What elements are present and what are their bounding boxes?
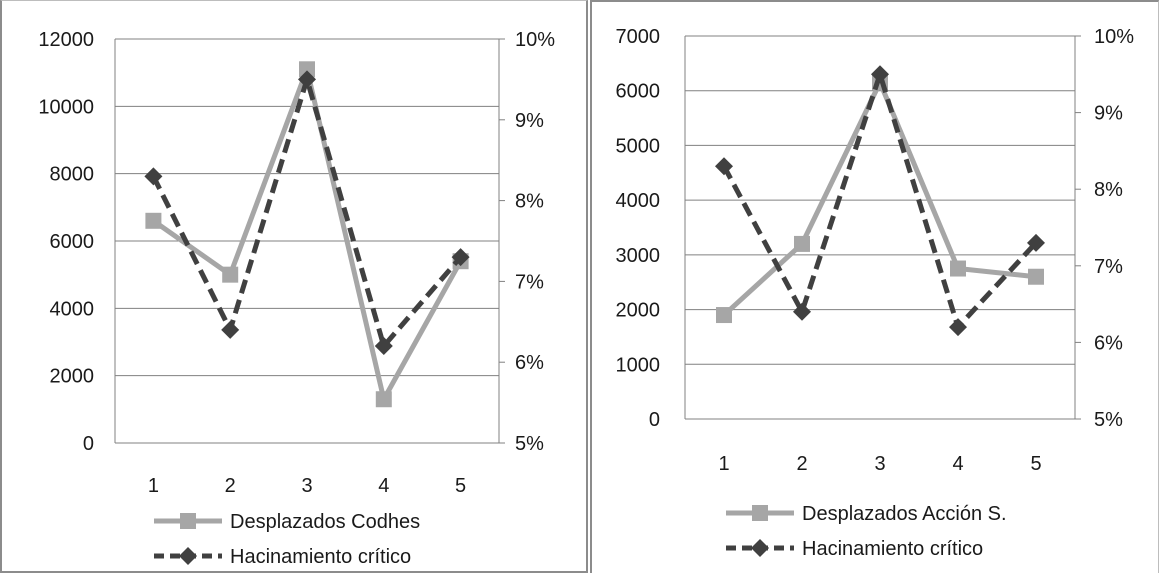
x-category-label: 5: [1030, 453, 1041, 475]
chart-accion-social: 0 1000 2000 3000 4000 5000 6000 7000 5% 6% 7% 8% 9% 1…: [616, 26, 1135, 560]
y-right-tick-label: 6%: [515, 352, 544, 374]
legend-swatch-marker: [179, 547, 197, 565]
series-line-desplazados: [151, 66, 463, 402]
y-right-tick-label: 10%: [1094, 26, 1134, 48]
data-point-hacinamiento: [793, 302, 811, 321]
data-point-hacinamiento: [374, 337, 393, 356]
y-left-tick-label: 5000: [616, 135, 661, 157]
y-left-tick-label: 6000: [616, 81, 661, 103]
legend-label: Desplazados Acción S.: [802, 503, 1007, 525]
x-category-label: 4: [378, 475, 389, 497]
y-right-tick-label: 7%: [1094, 256, 1123, 278]
y-left-tick-label: 7000: [616, 26, 661, 48]
data-point-desplazados: [950, 260, 966, 277]
y-left-tick-label: 6000: [50, 231, 95, 253]
data-point-desplazados: [1028, 268, 1044, 285]
y-left-tick-label: 2000: [50, 366, 95, 388]
x-category-label: 2: [225, 475, 236, 497]
chart-panel-accion-social: 0 1000 2000 3000 4000 5000 6000 7000 5% 6% 7% 8% 9% 1…: [590, 0, 1159, 573]
legend-swatch-marker: [180, 513, 196, 529]
y-right-tick-label: 6%: [1094, 332, 1123, 354]
y-left-tick-label: 4000: [50, 298, 95, 320]
y-left-tick-label: 3000: [616, 245, 661, 267]
data-point-hacinamiento: [871, 65, 889, 84]
data-point-hacinamiento: [298, 70, 316, 89]
y-left-tick-label: 8000: [50, 164, 95, 186]
series-line-desplazados: [722, 80, 1037, 317]
y-right-tick-label: 7%: [515, 271, 544, 293]
y-left-tick-label: 2000: [616, 300, 661, 322]
legend-label: Desplazados Codhes: [230, 511, 420, 533]
x-category-label: 4: [952, 453, 963, 475]
y-left-tick-label: 0: [649, 409, 660, 431]
y-left-tick-label: 0: [83, 433, 94, 455]
y-right-tick-label: 8%: [515, 191, 544, 213]
y-right-tick-label: 9%: [1094, 103, 1123, 125]
series-line-hacinamiento: [151, 76, 463, 349]
data-point-hacinamiento: [1027, 233, 1045, 252]
chart-codhes: 0 2000 4000 6000 8000 10000 12000 5% 6% 7% 8% 9% 10%…: [38, 29, 555, 568]
data-point-hacinamiento: [715, 157, 733, 176]
y-right-tick-label: 10%: [515, 29, 555, 51]
legend-label: Hacinamiento crítico: [802, 538, 983, 560]
y-right-tick-label: 9%: [515, 110, 544, 132]
x-category-label: 1: [718, 453, 729, 475]
y-right-tick-label: 5%: [1094, 409, 1123, 431]
y-right-tick-label: 5%: [515, 433, 544, 455]
data-point-desplazados: [716, 307, 732, 324]
legend-label: Hacinamiento crítico: [230, 546, 411, 568]
y-left-tick-label: 4000: [616, 190, 661, 212]
data-point-hacinamiento: [949, 318, 967, 337]
data-point-hacinamiento: [144, 167, 163, 186]
data-point-desplazados: [145, 212, 162, 229]
legend-swatch-marker: [752, 505, 768, 521]
x-category-label: 3: [301, 475, 312, 497]
chart-panel-codhes: 0 2000 4000 6000 8000 10000 12000 5% 6% 7% 8% 9% 10%…: [0, 0, 588, 573]
legend-swatch-marker: [751, 539, 769, 557]
x-category-label: 5: [455, 475, 466, 497]
x-category-label: 1: [148, 475, 159, 497]
data-point-desplazados: [794, 235, 810, 252]
y-left-tick-label: 1000: [616, 354, 661, 376]
data-point-desplazados: [299, 61, 315, 78]
data-point-hacinamiento: [451, 248, 470, 267]
data-point-hacinamiento: [221, 320, 240, 339]
y-left-tick-label: 10000: [38, 96, 94, 118]
series-line-hacinamiento: [721, 71, 1038, 330]
data-point-desplazados: [375, 391, 392, 408]
x-category-label: 2: [796, 453, 807, 475]
y-left-tick-label: 12000: [38, 29, 94, 51]
y-right-tick-label: 8%: [1094, 179, 1123, 201]
x-category-label: 3: [874, 453, 885, 475]
data-point-desplazados: [222, 266, 239, 283]
